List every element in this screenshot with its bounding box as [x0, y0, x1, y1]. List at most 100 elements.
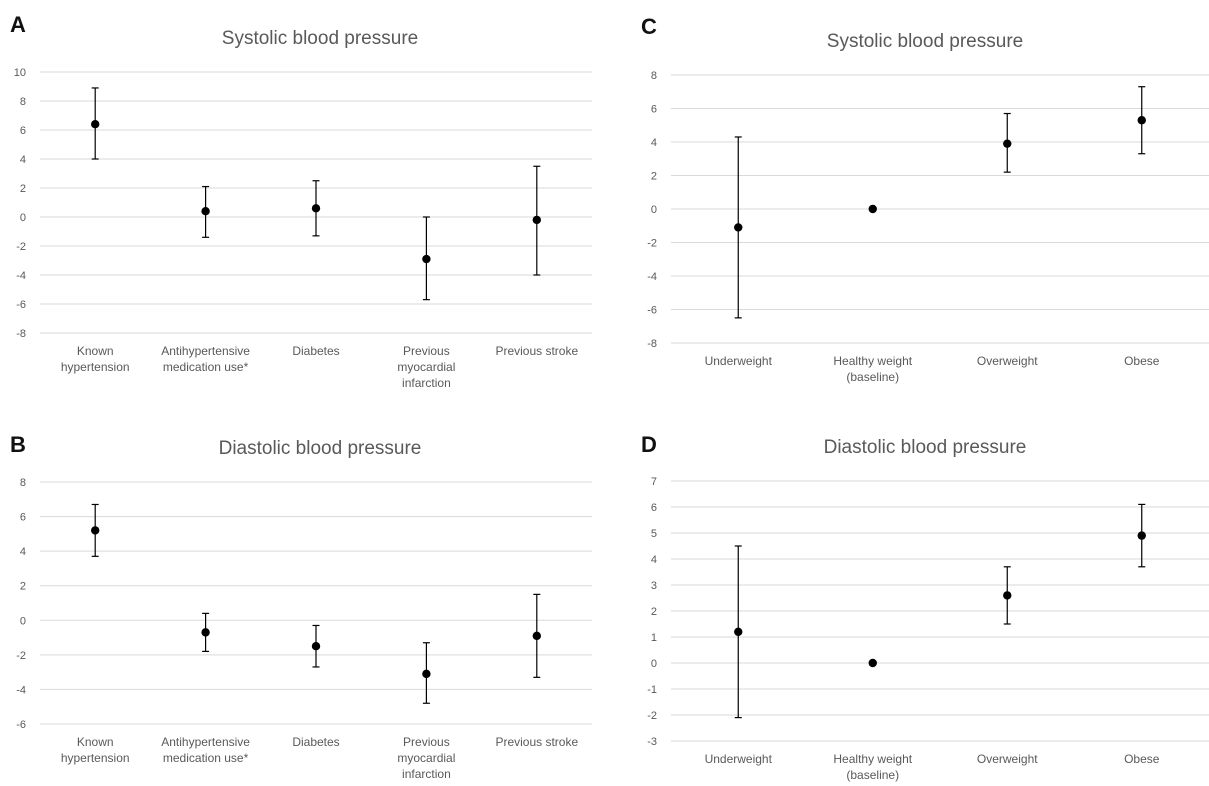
panel-letter: D — [641, 432, 657, 457]
y-tick-label: -3 — [647, 736, 657, 748]
chart-title: Systolic blood pressure — [826, 31, 1024, 52]
x-category-label-line: Obese — [1124, 354, 1160, 368]
panel-letter: B — [10, 432, 26, 457]
x-category-label-line: (baseline) — [846, 768, 899, 782]
x-category-label-line: Previous stroke — [495, 735, 578, 749]
data-point — [734, 627, 743, 636]
data-point — [422, 669, 431, 679]
y-tick-label: 2 — [651, 606, 657, 618]
y-tick-label: 6 — [20, 125, 26, 137]
x-category-label-line: hypertension — [61, 751, 130, 765]
x-category-label: Previous stroke — [495, 735, 578, 749]
y-tick-label: 3 — [651, 580, 657, 592]
chart-plot: -6 -4 -2 0 2 4 6 8 Known hypertension Antihyperten… — [16, 477, 592, 781]
data-point — [868, 658, 877, 668]
x-category-label-line: infarction — [402, 376, 451, 390]
x-category-label-line: myocardial — [397, 751, 455, 765]
data-point — [1003, 139, 1012, 148]
data-point — [422, 254, 431, 264]
x-category-label-line: Diabetes — [292, 344, 339, 358]
chart-title: Systolic blood pressure — [221, 28, 419, 49]
y-tick-label: -2 — [16, 241, 26, 253]
x-category-label-line: Antihypertensive — [161, 344, 250, 358]
x-category-label-line: Antihypertensive — [161, 735, 250, 749]
data-point — [91, 120, 100, 129]
panel-b: B Diastolic blood pressure -6 -4 -2 0 2 4 6 8 Kn… — [0, 400, 600, 786]
x-category-label-line: Known — [77, 735, 114, 749]
data-point — [201, 207, 210, 216]
x-category-label: Previous myocardial infarction — [397, 344, 455, 390]
data-point — [1003, 591, 1012, 600]
y-tick-label: -8 — [16, 328, 26, 340]
x-category-label-line: Previous stroke — [495, 344, 578, 358]
y-tick-label: -2 — [16, 650, 26, 662]
y-tick-label: 4 — [651, 554, 657, 566]
chart-title: Diastolic blood pressure — [218, 438, 422, 459]
x-category-label-line: Previous — [403, 344, 450, 358]
y-tick-label: 6 — [651, 104, 657, 116]
y-tick-label: 5 — [651, 528, 657, 540]
x-category-label-line: myocardial — [397, 360, 455, 374]
x-category-label: Obese — [1124, 354, 1160, 368]
y-tick-label: 0 — [651, 658, 657, 670]
x-category-label: Obese — [1124, 752, 1160, 766]
y-tick-label: 2 — [651, 171, 657, 183]
x-category-label-line: (baseline) — [846, 370, 899, 384]
y-tick-label: 2 — [20, 581, 26, 593]
y-tick-label: -2 — [647, 238, 657, 250]
panel-letter: C — [641, 14, 657, 39]
x-category-label: Overweight — [977, 354, 1038, 368]
x-category-label-line: medication use* — [163, 360, 249, 374]
panel-a: A Systolic blood pressure -8 -6 -4 -2 0 2 4 6 8 1… — [0, 0, 600, 400]
x-category-label-line: Obese — [1124, 752, 1160, 766]
x-category-label: Underweight — [705, 354, 773, 368]
x-category-label-line: medication use* — [163, 751, 249, 765]
x-category-label: Known hypertension — [61, 735, 130, 765]
x-category-label-line: Overweight — [977, 354, 1038, 368]
data-point — [868, 204, 877, 214]
x-category-label-line: Underweight — [705, 752, 773, 766]
x-category-label-line: Diabetes — [292, 735, 339, 749]
y-tick-label: 4 — [651, 137, 657, 149]
chart-plot: -8 -6 -4 -2 0 2 4 6 8 Underweight Healthy weight (b… — [647, 70, 1209, 384]
y-tick-label: 8 — [20, 477, 26, 489]
x-category-label: Overweight — [977, 752, 1038, 766]
x-category-label: Diabetes — [292, 735, 339, 749]
x-category-label-line: Known — [77, 344, 114, 358]
y-tick-label: -4 — [16, 684, 26, 696]
data-point — [201, 628, 210, 637]
x-category-label: Diabetes — [292, 344, 339, 358]
y-tick-label: 10 — [14, 67, 26, 79]
y-tick-label: -6 — [647, 305, 657, 317]
y-tick-label: 0 — [20, 212, 26, 224]
x-category-label: Previous myocardial infarction — [397, 735, 455, 781]
panel-d: D Diastolic blood pressure -3 -2 -1 0 1 2 3 4 5 6… — [605, 400, 1209, 786]
x-category-label: Known hypertension — [61, 344, 130, 374]
y-tick-label: 8 — [651, 70, 657, 82]
y-tick-label: -6 — [16, 299, 26, 311]
x-category-label: Healthy weight (baseline) — [833, 354, 912, 384]
y-tick-label: -1 — [647, 684, 657, 696]
panel-c: C Systolic blood pressure -8 -6 -4 -2 0 2 4 6 8 U… — [605, 0, 1209, 400]
data-point — [1137, 116, 1146, 125]
x-category-label: Previous stroke — [495, 344, 578, 358]
x-category-label: Antihypertensive medication use* — [161, 735, 250, 765]
data-point — [532, 631, 541, 641]
x-category-label-line: hypertension — [61, 360, 130, 374]
x-category-label-line: Overweight — [977, 752, 1038, 766]
y-tick-label: -4 — [16, 270, 26, 282]
y-tick-label: 6 — [20, 512, 26, 524]
y-tick-label: -6 — [16, 719, 26, 731]
y-tick-label: 4 — [20, 154, 26, 166]
y-tick-label: 2 — [20, 183, 26, 195]
y-tick-label: 7 — [651, 476, 657, 488]
y-tick-label: -4 — [647, 271, 657, 283]
x-category-label-line: Healthy weight — [833, 354, 912, 368]
chart-plot: -3 -2 -1 0 1 2 3 4 5 6 7 Underweight Healthy weight (… — [647, 476, 1209, 782]
y-tick-label: 6 — [651, 502, 657, 514]
y-tick-label: 1 — [651, 632, 657, 644]
x-category-label-line: Previous — [403, 735, 450, 749]
chart-plot: -8 -6 -4 -2 0 2 4 6 8 10 Known hypertension Antihype… — [14, 67, 592, 390]
data-point — [734, 223, 743, 232]
x-category-label: Underweight — [705, 752, 773, 766]
